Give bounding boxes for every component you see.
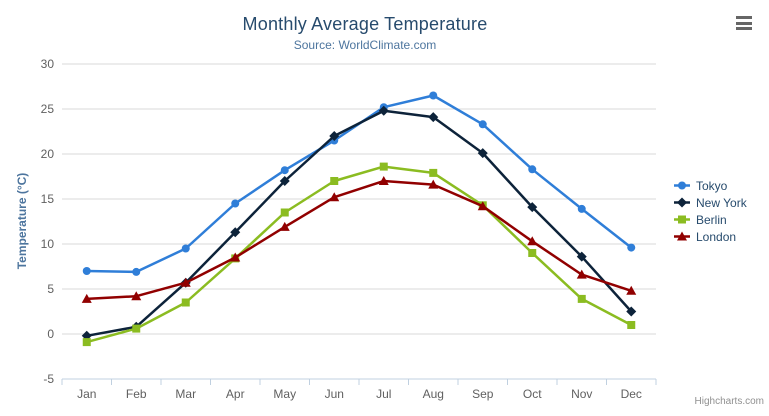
chart-subtitle: Source: WorldClimate.com xyxy=(293,38,437,52)
y-axis-tick-label: 20 xyxy=(41,147,55,161)
point-marker-diamond xyxy=(677,197,687,208)
legend-marker-diamond-icon xyxy=(674,197,690,208)
point-marker-triangle[interactable] xyxy=(527,236,538,246)
y-axis-tick-label: 25 xyxy=(41,102,55,116)
y-axis-title: Temperature (°C) xyxy=(15,172,29,270)
point-marker-circle[interactable] xyxy=(181,244,190,253)
credits-link[interactable]: Highcharts.com xyxy=(694,396,764,407)
point-marker-diamond[interactable] xyxy=(477,148,488,159)
point-marker-triangle[interactable] xyxy=(131,291,142,301)
point-marker-circle[interactable] xyxy=(429,91,438,100)
point-marker-diamond[interactable] xyxy=(527,202,538,213)
point-marker-square[interactable] xyxy=(132,324,141,333)
point-marker-circle[interactable] xyxy=(478,120,487,129)
point-marker-circle[interactable] xyxy=(627,243,636,252)
y-axis-tick-label: 0 xyxy=(47,327,54,341)
point-marker-square[interactable] xyxy=(330,177,339,185)
point-marker-circle xyxy=(678,181,686,190)
x-axis-category-label: Jun xyxy=(325,387,344,401)
point-marker-triangle[interactable] xyxy=(378,176,389,185)
point-marker-triangle[interactable] xyxy=(428,179,439,189)
point-marker-triangle[interactable] xyxy=(576,269,587,279)
point-marker-circle[interactable] xyxy=(231,199,240,208)
y-axis-tick-label: 5 xyxy=(47,282,54,296)
x-axis-category-label: Jul xyxy=(376,387,391,401)
legend-marker-triangle-icon xyxy=(674,231,690,241)
point-marker-square[interactable] xyxy=(528,249,537,257)
point-marker-diamond[interactable] xyxy=(279,176,290,186)
x-axis-category-label: Sep xyxy=(472,387,494,401)
point-marker-circle[interactable] xyxy=(82,267,91,275)
point-marker-square[interactable] xyxy=(181,298,190,307)
point-marker-triangle xyxy=(677,231,687,241)
point-marker-triangle[interactable] xyxy=(180,277,191,287)
point-marker-square[interactable] xyxy=(82,338,91,347)
x-axis-category-label: Nov xyxy=(571,387,592,401)
point-marker-triangle[interactable] xyxy=(329,192,340,202)
legend-label: London xyxy=(696,229,737,244)
point-marker-circle[interactable] xyxy=(280,166,289,175)
x-axis-category-label: Feb xyxy=(126,387,147,401)
x-axis-category-label: Aug xyxy=(423,387,444,401)
point-marker-diamond[interactable] xyxy=(626,306,637,317)
chart-title: Monthly Average Temperature xyxy=(242,14,488,34)
point-marker-square[interactable] xyxy=(577,294,586,303)
legend-item-tokyo[interactable]: Tokyo xyxy=(674,177,747,194)
legend-marker-circle-icon xyxy=(674,181,690,190)
hamburger-icon xyxy=(736,16,752,19)
x-axis-category-label: Mar xyxy=(175,387,196,401)
point-marker-circle[interactable] xyxy=(132,267,141,276)
hamburger-icon xyxy=(736,21,752,25)
point-marker-triangle[interactable] xyxy=(230,252,241,262)
point-marker-circle[interactable] xyxy=(577,204,586,213)
y-axis-tick-label: 10 xyxy=(41,237,55,251)
series-line-new-york[interactable] xyxy=(85,109,633,338)
series-new-york[interactable] xyxy=(81,105,637,341)
context-menu-button[interactable] xyxy=(736,16,752,30)
point-marker-triangle[interactable] xyxy=(626,285,637,295)
series-tokyo[interactable] xyxy=(82,91,636,276)
point-marker-triangle[interactable] xyxy=(81,293,92,303)
point-marker-square[interactable] xyxy=(429,168,438,177)
legend-item-london[interactable]: London xyxy=(674,228,747,245)
point-marker-diamond[interactable] xyxy=(576,251,587,262)
point-marker-triangle[interactable] xyxy=(477,201,488,211)
point-marker-diamond[interactable] xyxy=(230,227,241,238)
x-axis-category-label: Apr xyxy=(226,387,245,401)
point-marker-square[interactable] xyxy=(627,321,636,329)
point-marker-diamond[interactable] xyxy=(329,131,340,141)
x-axis-category-label: Dec xyxy=(621,387,642,401)
point-marker-square[interactable] xyxy=(379,162,388,171)
hamburger-icon xyxy=(736,27,752,30)
legend: Tokyo New York Berlin London xyxy=(674,177,747,245)
legend-label: New York xyxy=(696,195,747,210)
y-axis-tick-label: 30 xyxy=(41,57,55,71)
legend-item-new-york[interactable]: New York xyxy=(674,194,747,211)
x-axis-category-label: Jan xyxy=(77,387,96,401)
y-axis-tick-label: -5 xyxy=(43,372,54,386)
x-axis-category-label: Oct xyxy=(523,387,542,401)
series-line-tokyo[interactable] xyxy=(85,94,633,274)
point-marker-triangle[interactable] xyxy=(279,221,290,231)
point-marker-diamond[interactable] xyxy=(378,105,389,116)
series-line-berlin[interactable] xyxy=(85,165,633,344)
legend-marker-square-icon xyxy=(674,215,690,224)
point-marker-square xyxy=(678,215,686,224)
y-axis-tick-label: 15 xyxy=(41,192,55,206)
series-line-london[interactable] xyxy=(85,179,633,301)
point-marker-diamond[interactable] xyxy=(428,112,439,123)
legend-label: Tokyo xyxy=(696,178,728,193)
x-axis-category-label: May xyxy=(273,387,296,401)
point-marker-circle[interactable] xyxy=(528,165,537,174)
legend-label: Berlin xyxy=(696,212,727,227)
legend-item-berlin[interactable]: Berlin xyxy=(674,211,747,228)
series-london[interactable] xyxy=(81,176,637,303)
point-marker-square[interactable] xyxy=(280,208,289,217)
